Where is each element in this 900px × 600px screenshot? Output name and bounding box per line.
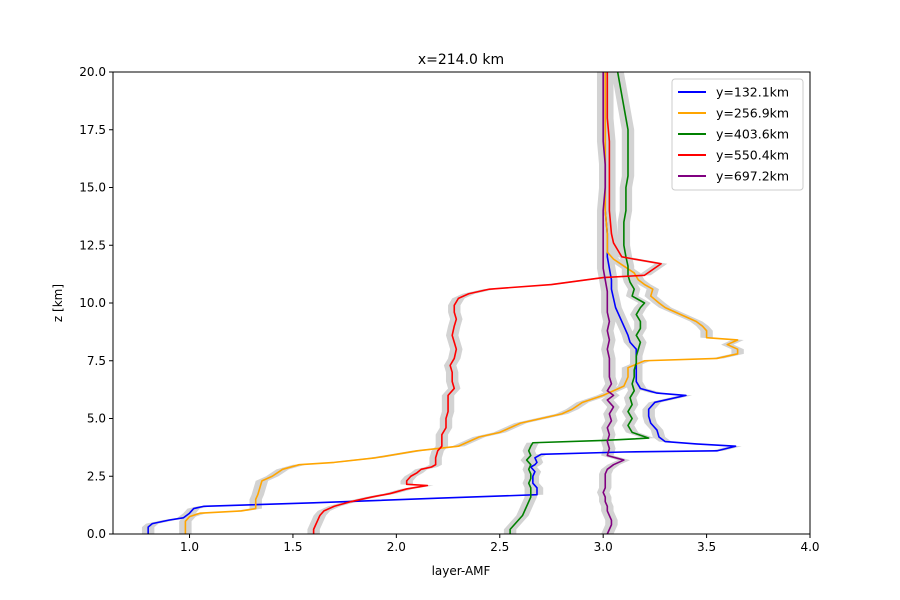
x-tick-label: 2.5 bbox=[490, 540, 509, 554]
y-tick-label: 12.5 bbox=[79, 238, 106, 252]
y-tick-label: 0.0 bbox=[87, 527, 106, 541]
y-axis-label: z [km] bbox=[51, 284, 65, 322]
legend-box bbox=[671, 78, 804, 191]
x-axis: 1.0 1.5 2.0 2.5 3.0 3.5 4.0 bbox=[180, 534, 820, 554]
x-tick-label: 3.0 bbox=[594, 540, 613, 554]
legend: y=132.1km y=256.9km y=403.6km y=550.4km y=69… bbox=[671, 78, 804, 191]
series-line-1 bbox=[147, 72, 737, 534]
y-tick-label: 17.5 bbox=[79, 123, 106, 137]
series-line-5 bbox=[602, 72, 625, 534]
series-line-4 bbox=[312, 72, 662, 534]
legend-label-4: y=550.4km bbox=[716, 148, 789, 163]
legend-label-1: y=132.1km bbox=[716, 85, 789, 100]
chart-title: x=214.0 km bbox=[418, 52, 504, 68]
legend-label-3: y=403.6km bbox=[716, 127, 789, 142]
x-tick-label: 3.5 bbox=[697, 540, 716, 554]
x-tick-label: 2.0 bbox=[387, 540, 406, 554]
legend-label-5: y=697.2km bbox=[716, 169, 789, 184]
x-tick-label: 1.0 bbox=[180, 540, 199, 554]
y-tick-label: 5.0 bbox=[87, 412, 106, 426]
x-tick-label: 4.0 bbox=[800, 540, 819, 554]
x-tick-label: 1.5 bbox=[283, 540, 302, 554]
y-axis: 0.0 2.5 5.0 7.5 10.0 12.5 15.0 17.5 20.0 bbox=[79, 65, 113, 541]
y-tick-label: 10.0 bbox=[79, 296, 106, 310]
y-tick-label: 7.5 bbox=[87, 354, 106, 368]
series-line-2 bbox=[184, 72, 739, 534]
y-tick-label: 2.5 bbox=[87, 469, 106, 483]
series-lines bbox=[147, 72, 739, 534]
y-tick-label: 20.0 bbox=[79, 65, 106, 79]
y-tick-label: 15.0 bbox=[79, 181, 106, 195]
x-axis-label: layer-AMF bbox=[432, 564, 491, 578]
series-line-3 bbox=[509, 72, 650, 534]
legend-label-2: y=256.9km bbox=[716, 106, 789, 121]
